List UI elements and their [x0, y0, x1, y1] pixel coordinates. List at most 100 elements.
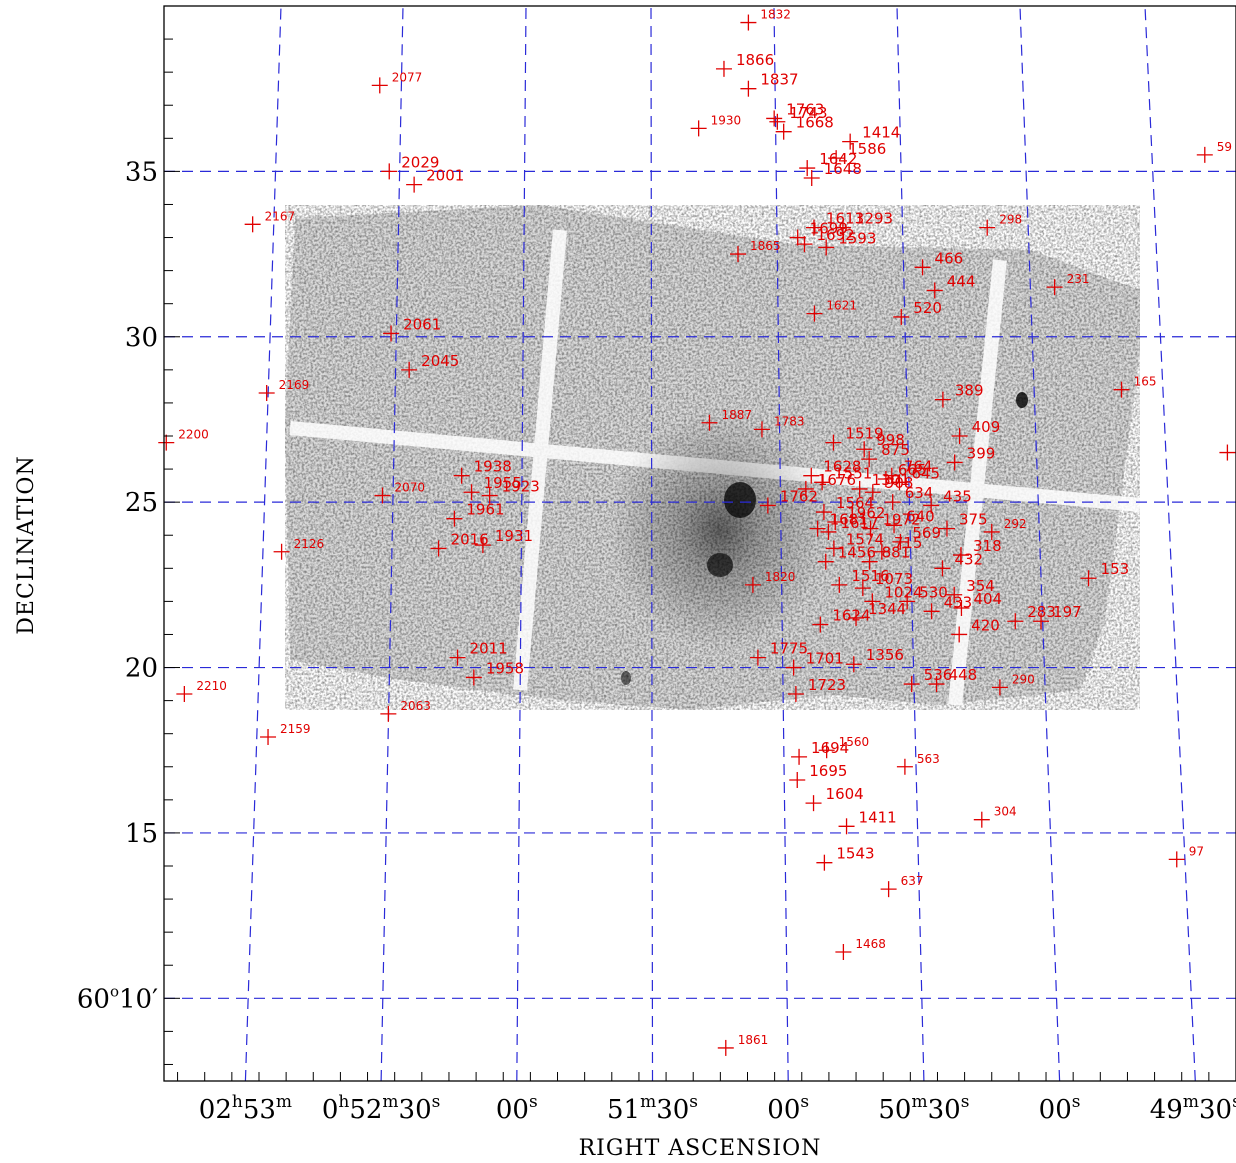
source-marker [817, 553, 834, 570]
source-label: 354 [966, 577, 995, 595]
source-label: 1356 [866, 646, 904, 664]
source-marker [899, 593, 916, 610]
source-label: 466 [935, 249, 964, 267]
source-marker [946, 586, 963, 603]
source-marker [1033, 613, 1050, 630]
source-label: 634 [905, 484, 934, 502]
source-marker [380, 705, 397, 722]
source-marker [381, 163, 398, 180]
source-label: 1613 [826, 210, 864, 228]
source-label: 1861 [738, 1033, 769, 1047]
source-label: 2011 [470, 640, 508, 658]
source-label: 298 [999, 213, 1022, 227]
source-marker [766, 110, 783, 127]
source-marker [463, 484, 480, 501]
source-marker [825, 540, 842, 557]
source-label: 536 [924, 666, 953, 684]
source-marker [848, 609, 865, 626]
source-marker [862, 520, 879, 537]
source-marker [803, 467, 820, 484]
source-label: 2029 [401, 153, 439, 171]
source-marker [926, 282, 943, 299]
source-label: 1516 [851, 567, 889, 585]
source-marker [873, 543, 890, 560]
source-label: 2169 [279, 378, 310, 392]
source-marker [729, 246, 746, 263]
source-label: 1865 [750, 239, 781, 253]
source-marker [701, 414, 718, 431]
x-tick-label: 02h53m [199, 1092, 292, 1125]
source-label: 1723 [808, 676, 846, 694]
source-label: 1837 [760, 71, 798, 89]
source-marker [893, 308, 910, 325]
source-label: 165 [1134, 375, 1157, 389]
source-marker [825, 434, 842, 451]
source-label: 304 [994, 805, 1017, 819]
source-marker [789, 229, 806, 246]
source-marker [1046, 279, 1063, 296]
source-label: 435 [943, 487, 972, 505]
source-label: 1411 [859, 808, 897, 826]
source-label: 1958 [486, 659, 524, 677]
source-marker [946, 454, 963, 471]
source-marker [953, 600, 970, 616]
source-marker [892, 533, 909, 550]
source-marker [816, 854, 833, 871]
source-marker [820, 523, 837, 540]
source-marker [828, 150, 845, 167]
source-label: 318 [973, 537, 1002, 555]
source-label: 715 [894, 534, 923, 552]
source-marker [827, 514, 844, 530]
source-marker [835, 944, 852, 960]
source-label: 2061 [403, 315, 441, 333]
source-label: 998 [876, 431, 905, 449]
source-label: 1468 [855, 937, 886, 951]
y-tick-label: 35 [125, 157, 158, 187]
x-tick-labels: 02h53m 0h52m30s 00s 51m30s 00s 50m30s 00s 49m30… [199, 1092, 1236, 1125]
source-marker [818, 239, 835, 256]
source-label: 290 [1012, 672, 1035, 686]
y-tick-label: 60o10′ [77, 982, 158, 1014]
ra-grid-line [244, 5, 282, 1082]
x-axis-title: RIGHT ASCENSION [579, 1136, 822, 1161]
source-marker [796, 236, 813, 253]
source-label: 2070 [394, 481, 425, 495]
source-marker [864, 593, 881, 610]
source-label: 448 [949, 666, 978, 684]
source-marker [383, 325, 400, 342]
source-label: 1762 [780, 487, 818, 505]
source-marker [449, 649, 466, 666]
source-label: 1073 [875, 570, 913, 588]
x-tick-label: 00s [496, 1092, 538, 1125]
source-label: 1519 [845, 425, 883, 443]
source-marker [717, 1039, 734, 1056]
source-label: 1621 [826, 299, 857, 313]
source-label: 420 [971, 616, 1000, 634]
source-marker [740, 80, 757, 97]
source-marker [753, 421, 770, 438]
source-marker [759, 497, 776, 514]
source-label: 1955 [484, 474, 522, 492]
source-marker [1080, 570, 1097, 587]
source-marker [923, 603, 940, 620]
source-marker [258, 385, 275, 401]
source-marker [914, 259, 931, 276]
source-label: 1604 [826, 785, 864, 803]
source-marker [928, 676, 945, 693]
source-label: 1624 [832, 607, 870, 625]
source-marker [864, 484, 881, 501]
source-marker [799, 160, 816, 177]
source-markers [158, 14, 1236, 1056]
source-marker [834, 219, 851, 236]
source-label: 1586 [848, 140, 886, 158]
source-label: 1775 [770, 640, 808, 658]
source-marker [979, 219, 996, 236]
source-marker [371, 77, 388, 94]
source-label: 1676 [818, 471, 856, 489]
y-tick-labels: 35 30 25 20 15 60o10′ [77, 157, 158, 1014]
source-marker [446, 510, 463, 527]
source-marker [991, 679, 1008, 696]
source-marker [983, 523, 1000, 540]
y-tick-label: 25 [125, 488, 158, 518]
source-label: 1832 [760, 8, 791, 22]
